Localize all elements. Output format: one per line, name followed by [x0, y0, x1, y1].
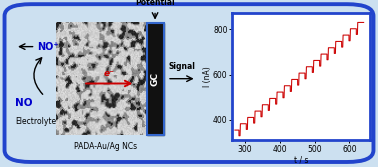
Text: GC: GC: [150, 72, 160, 86]
Text: NO: NO: [15, 98, 33, 108]
Text: PADA-Au/Ag NCs: PADA-Au/Ag NCs: [74, 141, 137, 150]
Text: NO⁺: NO⁺: [37, 42, 58, 52]
Text: e⁻: e⁻: [104, 69, 115, 78]
Y-axis label: I (nA): I (nA): [203, 66, 212, 87]
X-axis label: t / s: t / s: [294, 155, 309, 164]
Text: Potential: Potential: [135, 0, 175, 7]
Text: Electrolyte: Electrolyte: [15, 117, 56, 126]
FancyBboxPatch shape: [5, 4, 373, 162]
Bar: [147, 23, 164, 135]
Text: Signal: Signal: [168, 62, 195, 71]
Bar: [147, 23, 164, 135]
